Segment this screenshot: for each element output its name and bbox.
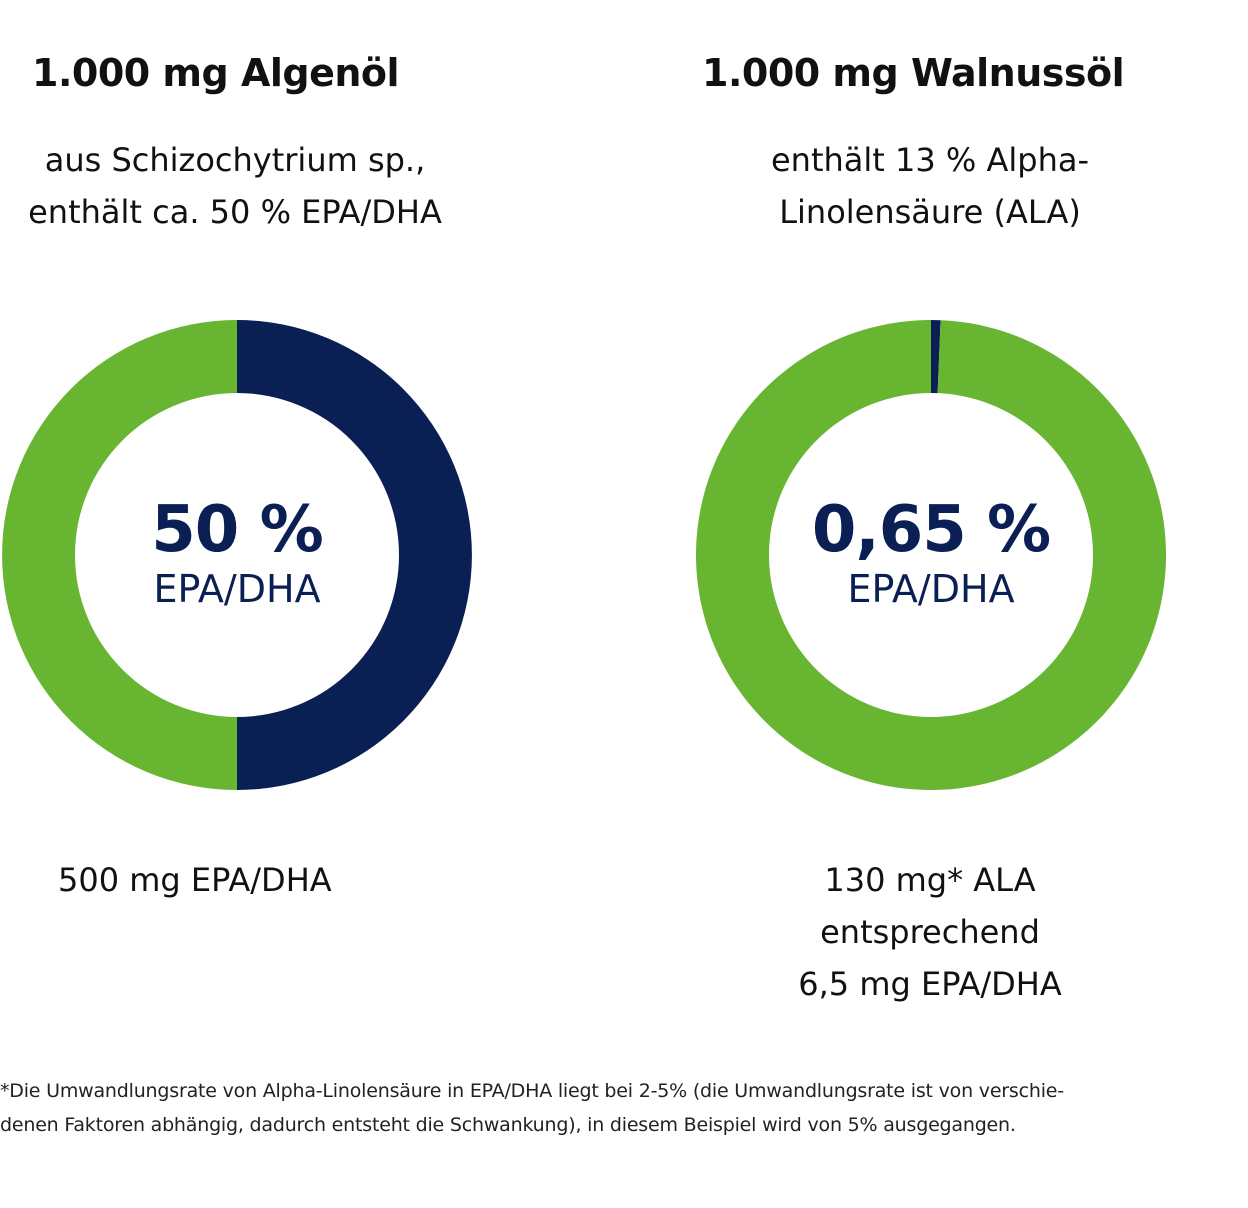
algae-oil-donut-svg [2,320,472,790]
algae-oil-subtitle: aus Schizochytrium sp., enthält ca. 50 %… [28,141,442,231]
walnut-oil-donut-svg [696,320,1166,790]
walnut-oil-slice-other [696,320,1166,790]
footnote: *Die Umwandlungsrate von Alpha-Linolensä… [0,1080,1064,1136]
walnut-oil-result: 130 mg* ALA entsprechend 6,5 mg EPA/DHA [798,861,1062,1003]
walnut-oil-donut-chart: 0,65 % EPA/DHA [696,320,1166,790]
algae-oil-slice-epa-dha [237,320,472,790]
walnut-oil-subtitle: enthält 13 % Alpha- Linolensäure (ALA) [770,141,1089,231]
algae-oil-column: 1.000 mg Algenöl aus Schizochytrium sp.,… [0,0,620,1040]
algae-oil-result: 500 mg EPA/DHA [58,861,332,899]
walnut-oil-column: 1.000 mg Walnussöl enthält 13 % Alpha- L… [620,0,1248,1040]
algae-oil-slice-other [2,320,237,790]
algae-oil-donut-chart: 50 % EPA/DHA [2,320,472,790]
algae-oil-title: 1.000 mg Algenöl [32,51,400,95]
walnut-oil-title: 1.000 mg Walnussöl [702,51,1125,95]
walnut-oil-slice-epa-dha [931,320,941,394]
